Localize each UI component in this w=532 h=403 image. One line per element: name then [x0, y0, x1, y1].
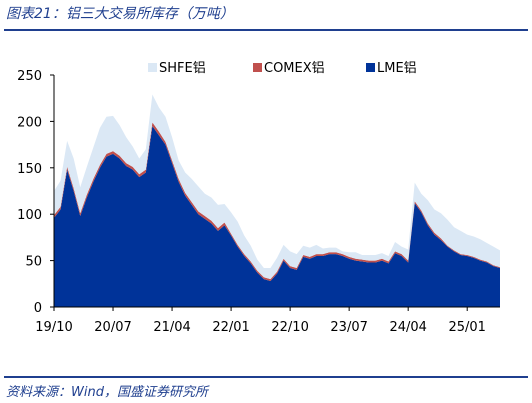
x-tick-label: 23/07 [330, 320, 367, 335]
y-tick-label: 50 [25, 255, 42, 270]
y-tick-label: 150 [17, 162, 42, 177]
area-lme [54, 126, 500, 307]
legend-label-comex: COMEX铝 [264, 61, 325, 76]
y-tick-label: 250 [17, 69, 42, 84]
x-tick-label: 21/04 [153, 320, 190, 335]
x-axis: 19/10 20/07 21/04 22/01 22/10 23/07 24/04 25/01 [35, 306, 500, 335]
x-tick-label: 22/10 [271, 320, 308, 335]
y-tick-label: 100 [17, 208, 42, 223]
legend-swatch-shfe [148, 63, 157, 72]
x-tick-label: 19/10 [35, 320, 72, 335]
title-rule [4, 29, 528, 31]
area-shfe [54, 94, 500, 280]
legend-swatch-comex [253, 63, 262, 72]
source-rule [4, 376, 528, 378]
x-tick-label: 20/07 [94, 320, 131, 335]
source-note: 资料来源：Wind，国盛证券研究所 [6, 385, 208, 400]
figure-title: 图表21：铝三大交易所库存（万吨） [6, 6, 234, 22]
x-tick-label: 22/01 [212, 320, 249, 335]
area-layer [54, 94, 500, 307]
y-tick-label: 200 [17, 115, 42, 130]
x-tick-label: 24/04 [389, 320, 426, 335]
legend-swatch-lme [366, 63, 375, 72]
legend-label-shfe: SHFE铝 [159, 61, 206, 76]
legend: SHFE铝 COMEX铝 LME铝 [148, 61, 417, 76]
legend-label-lme: LME铝 [377, 61, 417, 76]
x-tick-label: 25/01 [448, 320, 485, 335]
y-axis: 0 50 100 150 200 250 [17, 69, 55, 316]
y-tick-label: 0 [34, 301, 42, 316]
